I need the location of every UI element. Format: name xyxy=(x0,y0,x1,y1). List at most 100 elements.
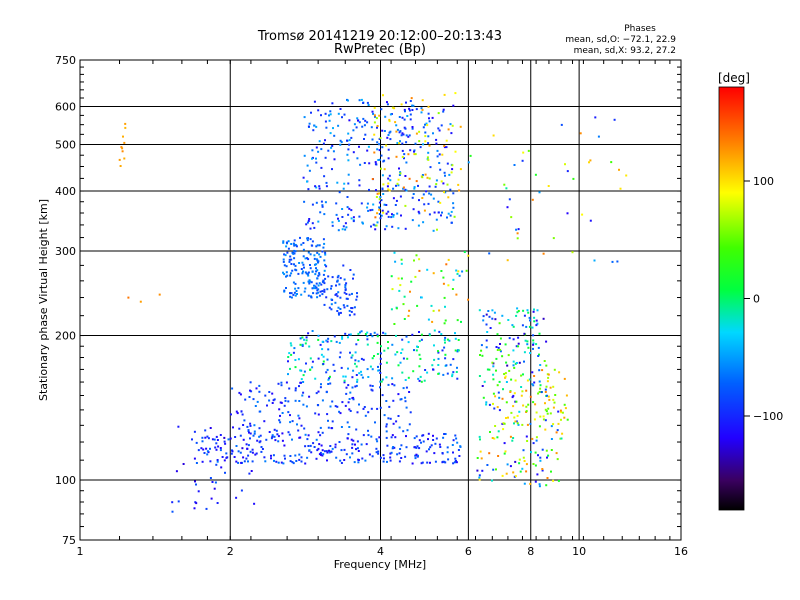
data-point xyxy=(321,280,324,283)
data-point xyxy=(504,375,507,378)
data-point xyxy=(354,362,356,365)
data-point xyxy=(352,369,355,372)
data-point xyxy=(566,212,569,215)
data-point xyxy=(392,422,395,425)
stats-heading: Phases xyxy=(624,24,656,34)
data-point xyxy=(422,126,425,129)
data-point xyxy=(315,292,318,295)
data-point xyxy=(496,436,499,439)
data-point xyxy=(555,431,558,434)
data-point xyxy=(417,224,420,227)
data-point xyxy=(206,435,209,438)
data-point xyxy=(300,268,303,270)
data-point xyxy=(455,461,458,464)
data-point xyxy=(407,341,410,344)
data-point xyxy=(379,362,382,365)
data-point xyxy=(280,384,283,387)
data-point xyxy=(544,402,546,405)
data-point xyxy=(306,164,309,167)
data-point xyxy=(546,412,549,415)
data-point xyxy=(329,110,332,113)
data-point xyxy=(318,187,321,190)
data-point xyxy=(249,450,252,453)
data-point xyxy=(418,258,421,261)
data-point xyxy=(398,289,401,292)
data-point xyxy=(271,434,274,437)
data-point xyxy=(339,412,342,415)
data-point xyxy=(298,436,301,439)
data-point xyxy=(450,171,453,174)
colorbar-label: [deg] xyxy=(718,71,750,85)
data-point xyxy=(535,343,538,346)
data-point xyxy=(278,419,281,422)
data-point xyxy=(347,384,350,387)
data-point xyxy=(275,429,278,432)
data-point xyxy=(527,403,530,406)
data-point xyxy=(518,361,521,364)
y-tick-label: 300 xyxy=(55,245,76,258)
data-point xyxy=(454,434,457,437)
data-point xyxy=(378,158,381,161)
data-point xyxy=(441,211,443,214)
data-point xyxy=(424,123,426,126)
data-point xyxy=(368,162,371,165)
data-point xyxy=(545,410,548,413)
data-point xyxy=(350,217,353,220)
data-point xyxy=(376,335,379,338)
data-point xyxy=(478,375,481,377)
data-point xyxy=(349,410,352,412)
data-point xyxy=(533,316,536,319)
data-point xyxy=(482,315,485,318)
data-point xyxy=(437,364,440,366)
data-point xyxy=(395,420,398,423)
data-point xyxy=(438,153,441,156)
data-point xyxy=(432,309,435,312)
data-point xyxy=(235,445,238,447)
data-point xyxy=(537,454,539,457)
data-point xyxy=(380,199,383,202)
data-point xyxy=(338,283,341,286)
data-point xyxy=(330,450,333,453)
data-point xyxy=(589,219,592,222)
data-point xyxy=(271,402,274,404)
data-point xyxy=(454,337,457,340)
data-point xyxy=(217,445,220,448)
data-point xyxy=(330,427,333,430)
data-point xyxy=(379,137,382,140)
data-point xyxy=(496,349,499,351)
data-point xyxy=(387,188,390,191)
data-point xyxy=(292,252,295,255)
x-tick-label: 10 xyxy=(572,545,586,558)
data-point xyxy=(431,364,434,367)
data-point xyxy=(311,222,314,225)
data-point xyxy=(357,450,360,452)
data-point xyxy=(287,431,290,434)
data-point xyxy=(495,369,497,372)
data-point xyxy=(249,381,252,384)
data-point xyxy=(355,428,358,431)
data-point xyxy=(376,333,379,336)
data-point xyxy=(292,242,295,245)
data-point xyxy=(334,405,337,408)
data-point xyxy=(320,114,322,117)
data-point xyxy=(395,334,397,337)
data-point xyxy=(486,464,489,466)
data-point xyxy=(445,139,448,142)
data-point xyxy=(538,353,540,356)
data-point xyxy=(419,357,422,360)
data-point xyxy=(301,344,304,347)
data-point xyxy=(357,459,360,461)
data-point xyxy=(289,455,292,457)
data-point xyxy=(317,150,320,153)
data-point xyxy=(398,174,401,176)
data-point xyxy=(209,477,212,479)
data-point xyxy=(311,203,314,206)
data-point xyxy=(377,365,379,368)
data-point xyxy=(488,315,491,318)
data-point xyxy=(389,459,392,462)
data-point xyxy=(337,312,340,315)
data-point xyxy=(440,124,443,127)
data-point xyxy=(433,358,436,361)
data-point xyxy=(439,446,442,448)
data-point xyxy=(533,320,536,323)
